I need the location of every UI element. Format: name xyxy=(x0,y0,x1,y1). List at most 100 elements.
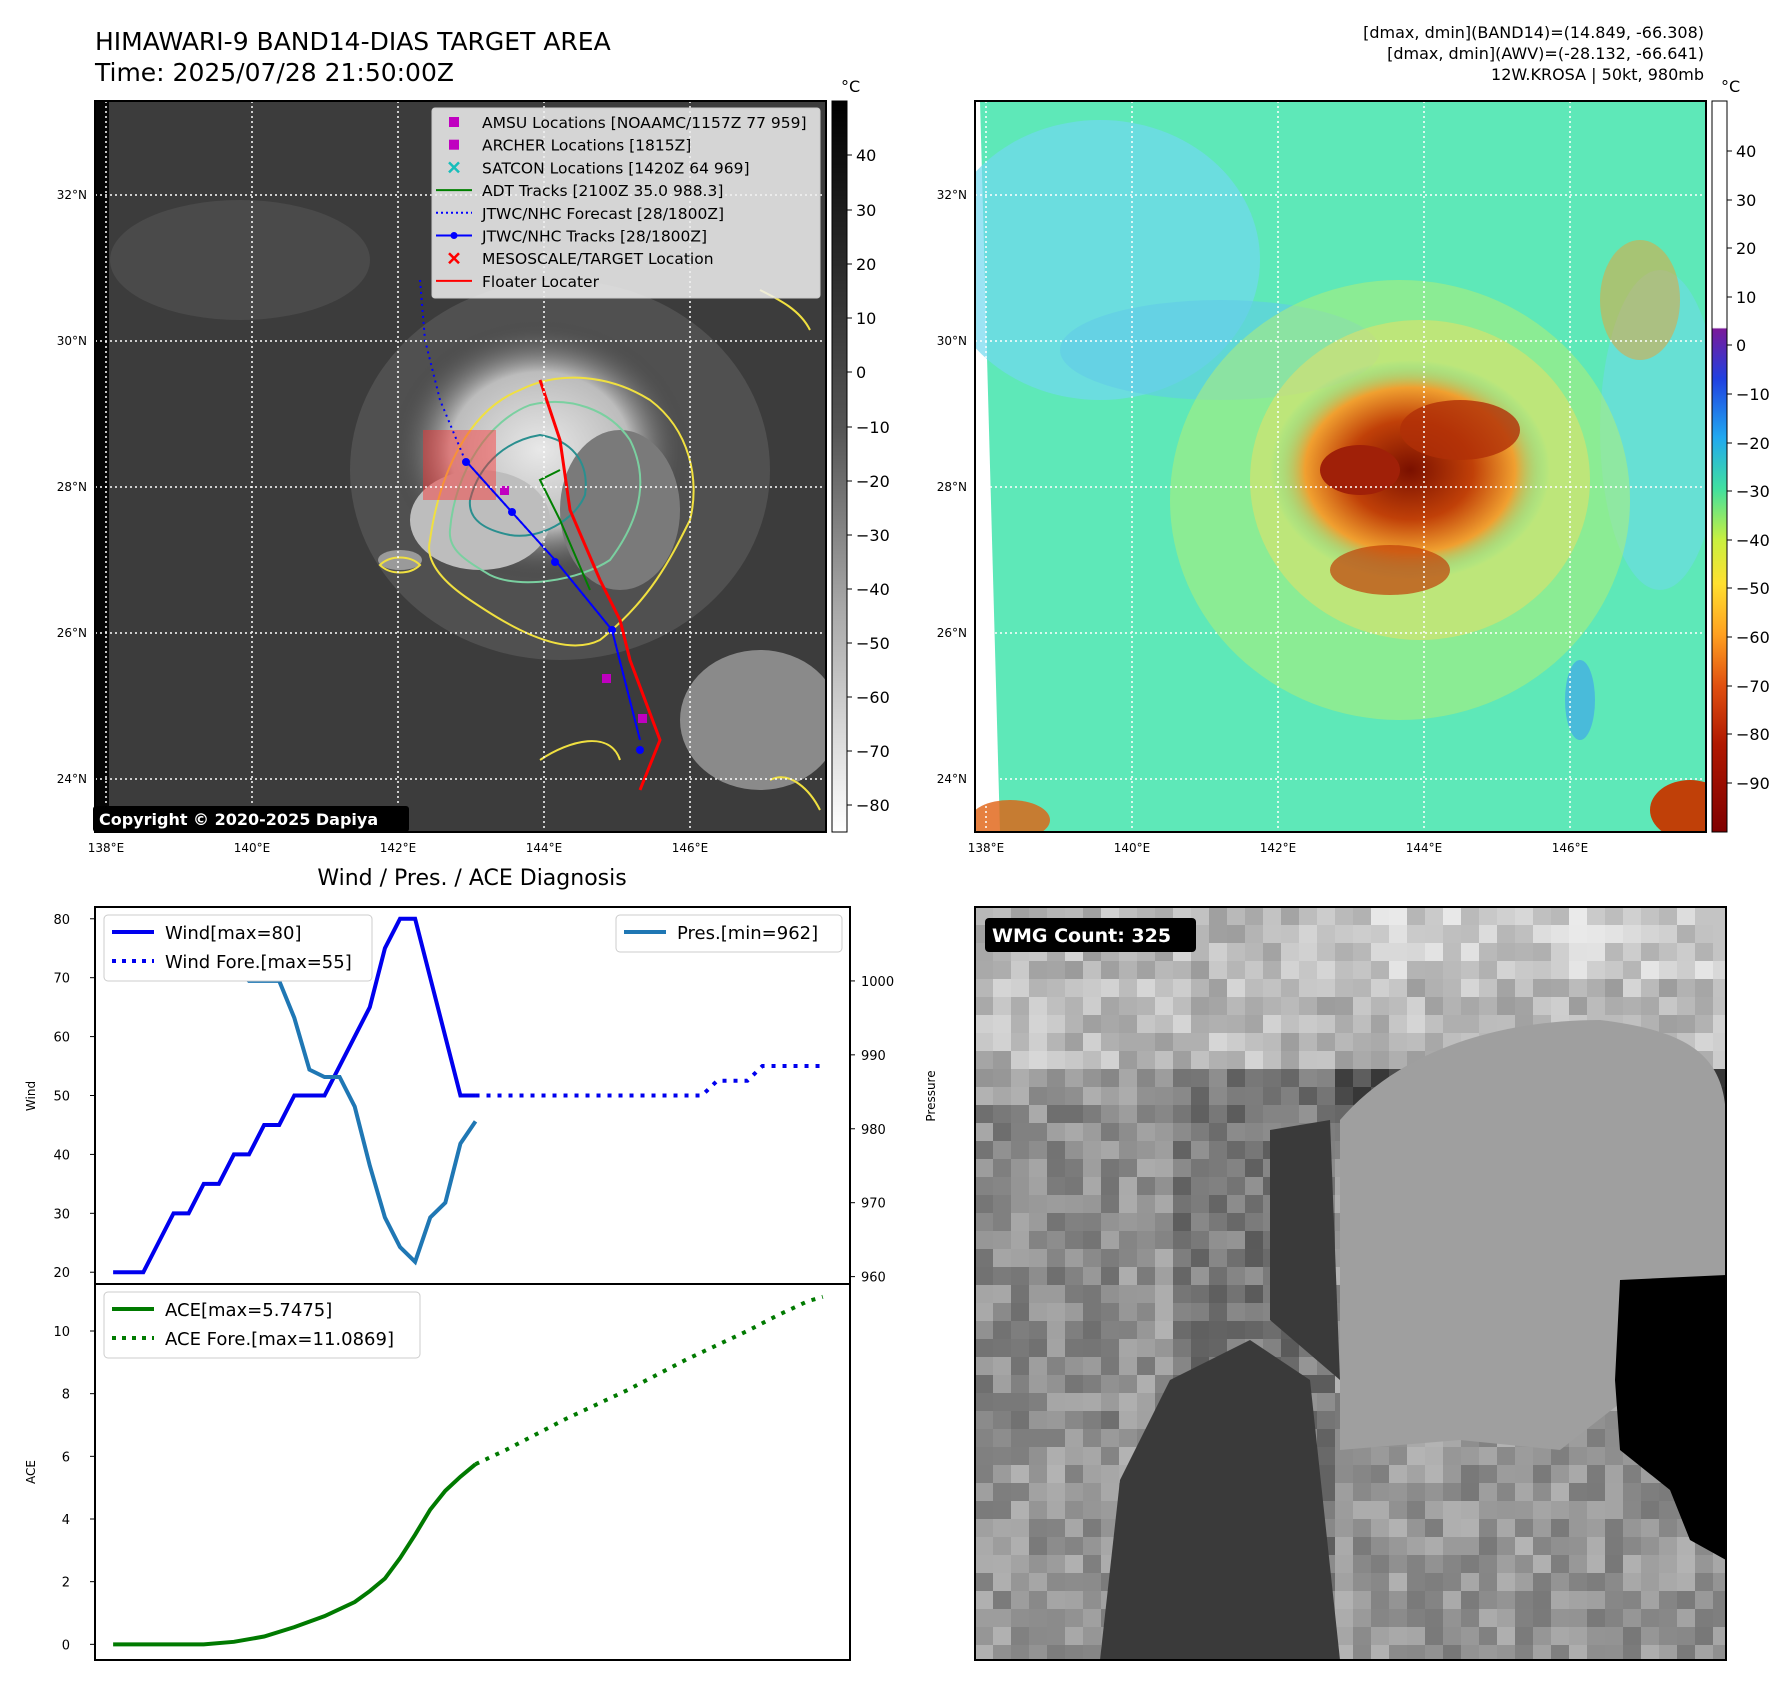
wmg-cell xyxy=(993,979,1011,997)
wmg-cell xyxy=(1155,979,1173,997)
wmg-cell xyxy=(1065,1573,1083,1591)
wmg-cell xyxy=(1101,979,1119,997)
wmg-cell xyxy=(1245,1051,1263,1069)
wmg-cell xyxy=(1659,979,1677,997)
wmg-cell xyxy=(1227,1195,1245,1213)
lon-tick-label: 146°E xyxy=(672,841,709,855)
wmg-cell xyxy=(1065,1627,1083,1645)
wmg-cell xyxy=(1119,1393,1137,1411)
wmg-cell xyxy=(1047,1501,1065,1519)
wmg-cell xyxy=(1569,925,1587,943)
wmg-cell xyxy=(1515,925,1533,943)
wmg-cell xyxy=(1227,925,1245,943)
wmg-cell xyxy=(993,1465,1011,1483)
wmg-cell xyxy=(1389,1519,1407,1537)
wmg-cell xyxy=(1389,961,1407,979)
wmg-cell xyxy=(1677,1015,1695,1033)
wmg-cell xyxy=(1155,1141,1173,1159)
wmg-cell xyxy=(1389,943,1407,961)
ace-line xyxy=(113,1462,477,1647)
wmg-cell xyxy=(1389,907,1407,925)
wmg-cell xyxy=(1425,1465,1443,1483)
wmg-cell xyxy=(1407,1573,1425,1591)
colorbar-tick-label: −20 xyxy=(856,472,890,491)
wmg-cell xyxy=(1299,1015,1317,1033)
wmg-cell xyxy=(1173,1213,1191,1231)
wmg-cell xyxy=(1101,1051,1119,1069)
wmg-cell xyxy=(1317,1051,1335,1069)
wmg-cell xyxy=(1335,1555,1353,1573)
wmg-cell xyxy=(993,1411,1011,1429)
wmg-cell xyxy=(1497,979,1515,997)
wmg-cell xyxy=(1569,1501,1587,1519)
wmg-cell xyxy=(1605,1519,1623,1537)
wmg-cell xyxy=(1119,1123,1137,1141)
wmg-cell xyxy=(1083,1465,1101,1483)
wmg-cell xyxy=(1389,925,1407,943)
wmg-cell xyxy=(1263,961,1281,979)
wmg-cell xyxy=(1497,1609,1515,1627)
wmg-cell xyxy=(1389,1537,1407,1555)
wmg-cell xyxy=(1137,1375,1155,1393)
wmg-cell xyxy=(1659,1609,1677,1627)
wmg-cell xyxy=(1083,997,1101,1015)
wmg-cell xyxy=(1425,907,1443,925)
wmg-cell xyxy=(1479,907,1497,925)
wmg-cell xyxy=(1029,1627,1047,1645)
wmg-cell xyxy=(1353,943,1371,961)
wmg-cell xyxy=(1155,1357,1173,1375)
wmg-cell xyxy=(1677,925,1695,943)
wmg-cell xyxy=(1011,1195,1029,1213)
wmg-cell xyxy=(1227,1033,1245,1051)
wmg-cell xyxy=(1263,1051,1281,1069)
wmg-cell xyxy=(1317,961,1335,979)
wmg-cell xyxy=(1137,1231,1155,1249)
wmg-cell xyxy=(1407,1537,1425,1555)
wmg-cell xyxy=(1659,925,1677,943)
wmg-cell xyxy=(1029,1501,1047,1519)
colorbar-tick-label: 10 xyxy=(856,309,876,328)
wmg-cell xyxy=(1389,1645,1407,1660)
wmg-cell xyxy=(1389,1627,1407,1645)
wmg-cell xyxy=(1641,907,1659,925)
wmg-cell xyxy=(1353,1609,1371,1627)
wmg-cell xyxy=(1281,1069,1299,1087)
wind-tick-label: 60 xyxy=(53,1031,70,1046)
wmg-cell xyxy=(993,1447,1011,1465)
wmg-cell xyxy=(1227,907,1245,925)
wmg-cell xyxy=(1155,961,1173,979)
wmg-cell xyxy=(1029,1429,1047,1447)
wmg-cell xyxy=(1263,979,1281,997)
wmg-cell xyxy=(993,1033,1011,1051)
colorbar-tick-label: −20 xyxy=(1736,434,1770,453)
wmg-cell xyxy=(975,997,993,1015)
wmg-cell xyxy=(1659,1627,1677,1645)
wmg-cell xyxy=(1713,1609,1726,1627)
wmg-cell xyxy=(1101,1069,1119,1087)
wmg-cell xyxy=(1029,1231,1047,1249)
wmg-cell xyxy=(1011,1357,1029,1375)
wmg-cell xyxy=(1335,1627,1353,1645)
wmg-cell xyxy=(1101,997,1119,1015)
wmg-cell xyxy=(1047,1231,1065,1249)
wmg-cell xyxy=(1569,907,1587,925)
wmg-cell xyxy=(1389,1465,1407,1483)
wmg-cell xyxy=(1119,1033,1137,1051)
wmg-cell xyxy=(1227,979,1245,997)
wmg-cell xyxy=(1173,1141,1191,1159)
wmg-cell xyxy=(1065,1285,1083,1303)
wmg-cell xyxy=(1533,1609,1551,1627)
wmg-cell xyxy=(1083,1447,1101,1465)
wmg-cell xyxy=(1371,1465,1389,1483)
wmg-cell xyxy=(1551,1609,1569,1627)
legend-item-label: JTWC/NHC Tracks [28/1800Z] xyxy=(481,228,707,246)
wmg-cell xyxy=(1065,1213,1083,1231)
wmg-cell xyxy=(1425,943,1443,961)
wmg-cell xyxy=(1047,1213,1065,1231)
wmg-cell xyxy=(1209,925,1227,943)
wmg-cell xyxy=(1029,1375,1047,1393)
wmg-cell xyxy=(1605,961,1623,979)
wmg-cell xyxy=(1443,1483,1461,1501)
wmg-cell xyxy=(1497,1465,1515,1483)
wmg-cell xyxy=(1191,1285,1209,1303)
